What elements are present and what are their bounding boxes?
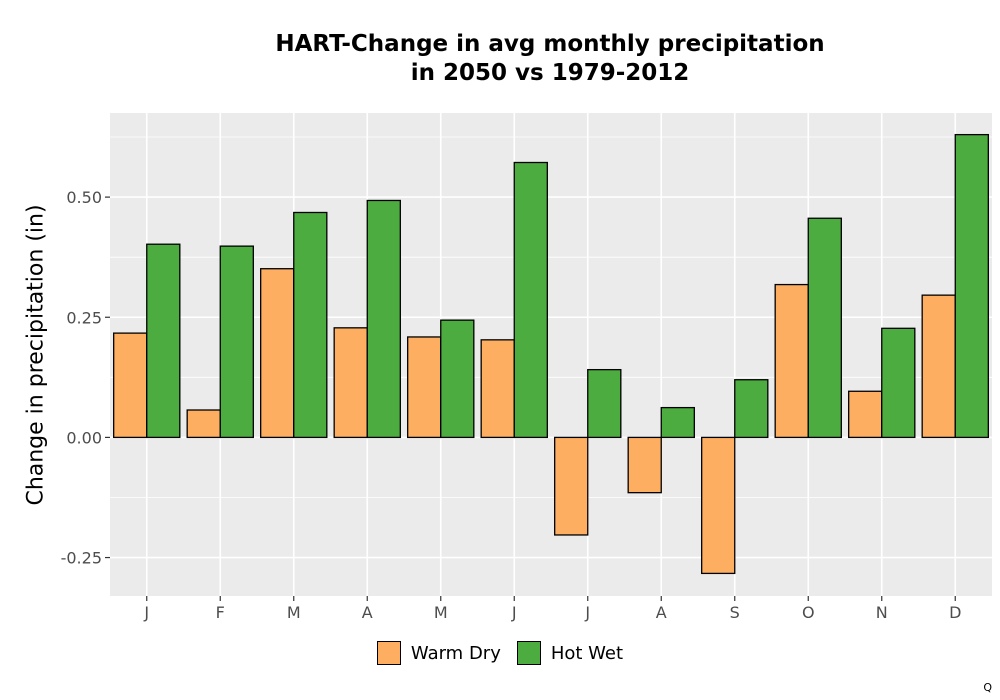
corner-mark: Q <box>983 681 992 694</box>
legend-key-warm-dry <box>376 641 401 665</box>
x-tick-label: N <box>876 603 888 622</box>
x-tick-label: M <box>434 603 448 622</box>
x-tick-label: J <box>584 603 590 622</box>
legend: Warm Dry Hot Wet <box>0 641 1000 665</box>
legend-item-hot-wet: Hot Wet <box>516 641 624 665</box>
bar-hot-wet-4 <box>440 319 475 439</box>
bar-warm-dry-4 <box>407 336 442 439</box>
chart-title-line-1: HART-Change in avg monthly precipitation <box>275 31 825 57</box>
y-tick-label: 0.00 <box>66 428 102 447</box>
bar-hot-wet-7 <box>660 406 695 439</box>
bar-warm-dry-0 <box>113 332 148 439</box>
bar-warm-dry-10 <box>848 390 883 439</box>
legend-label-warm-dry: Warm Dry <box>410 642 501 664</box>
bar-hot-wet-9 <box>807 217 842 439</box>
x-tick-label: A <box>656 603 667 622</box>
bar-hot-wet-2 <box>293 211 328 439</box>
legend-key-hot-wet <box>516 641 541 665</box>
y-tick-label: 0.25 <box>66 308 102 327</box>
bar-hot-wet-3 <box>366 199 401 439</box>
bar-warm-dry-2 <box>260 268 295 439</box>
chart-title-line-2: in 2050 vs 1979-2012 <box>410 60 690 86</box>
x-tick-label: S <box>730 603 740 622</box>
bar-hot-wet-10 <box>881 327 916 439</box>
x-tick-label: F <box>216 603 225 622</box>
legend-label-hot-wet: Hot Wet <box>550 642 624 664</box>
bar-warm-dry-8 <box>701 436 736 575</box>
bar-hot-wet-0 <box>146 243 181 439</box>
bar-warm-dry-11 <box>921 294 956 439</box>
bar-warm-dry-7 <box>627 436 662 494</box>
bar-hot-wet-1 <box>219 245 254 439</box>
bar-warm-dry-1 <box>186 409 221 439</box>
bar-warm-dry-9 <box>774 283 809 439</box>
bar-warm-dry-5 <box>480 339 515 439</box>
bar-hot-wet-6 <box>587 368 622 439</box>
bar-warm-dry-6 <box>554 436 589 536</box>
x-tick-label: J <box>511 603 517 622</box>
chart-title: HART-Change in avg monthly precipitation… <box>110 30 990 88</box>
x-tick-label: O <box>802 603 815 622</box>
x-tick-label: D <box>949 603 961 622</box>
legend-item-warm-dry: Warm Dry <box>376 641 501 665</box>
y-axis-label: Change in precipitation (in) <box>23 204 49 506</box>
x-tick-label: M <box>287 603 301 622</box>
bar-hot-wet-8 <box>734 379 769 439</box>
plot-panel <box>110 113 992 596</box>
y-tick-label: -0.25 <box>61 549 102 568</box>
x-tick-label: A <box>362 603 373 622</box>
bar-hot-wet-11 <box>954 133 989 439</box>
x-tick-label: J <box>143 603 149 622</box>
bar-hot-wet-5 <box>513 161 548 439</box>
y-tick-label: 0.50 <box>66 188 102 207</box>
bar-warm-dry-3 <box>333 327 368 439</box>
